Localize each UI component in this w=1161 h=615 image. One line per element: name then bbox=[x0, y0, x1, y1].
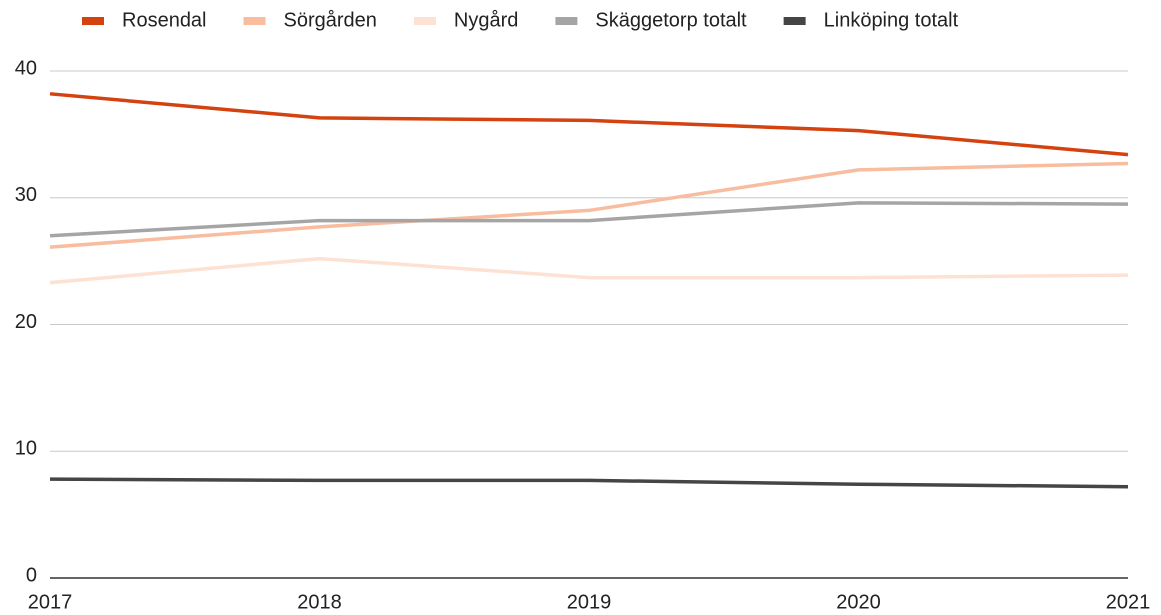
legend-swatch bbox=[243, 17, 266, 25]
y-tick-label: 0 bbox=[26, 564, 37, 586]
legend-label: Sörgården bbox=[284, 9, 377, 31]
x-tick-label: 2021 bbox=[1106, 591, 1151, 613]
series-line bbox=[49, 256, 1129, 285]
series-line bbox=[49, 201, 1129, 238]
legend-label: Skäggetorp totalt bbox=[595, 9, 747, 31]
legend-label: Nygård bbox=[454, 9, 518, 31]
legend-swatch bbox=[82, 17, 104, 25]
legend-swatch bbox=[413, 17, 436, 25]
y-tick-label: 20 bbox=[15, 311, 37, 333]
series-line bbox=[49, 161, 1129, 249]
y-tick-label: 40 bbox=[15, 57, 37, 79]
legend-swatch bbox=[783, 17, 806, 25]
x-tick-label: 2017 bbox=[28, 591, 73, 613]
legend-swatch bbox=[555, 17, 578, 25]
legend-label: Linköping totalt bbox=[824, 9, 959, 31]
x-tick-label: 2020 bbox=[836, 591, 881, 613]
x-tick-label: 2019 bbox=[567, 591, 612, 613]
y-tick-label: 30 bbox=[15, 184, 37, 206]
x-tick-label: 2018 bbox=[297, 591, 342, 613]
series-line bbox=[49, 477, 1129, 489]
y-tick-label: 10 bbox=[15, 438, 37, 460]
legend-label: Rosendal bbox=[122, 9, 207, 31]
series-line bbox=[49, 92, 1129, 157]
